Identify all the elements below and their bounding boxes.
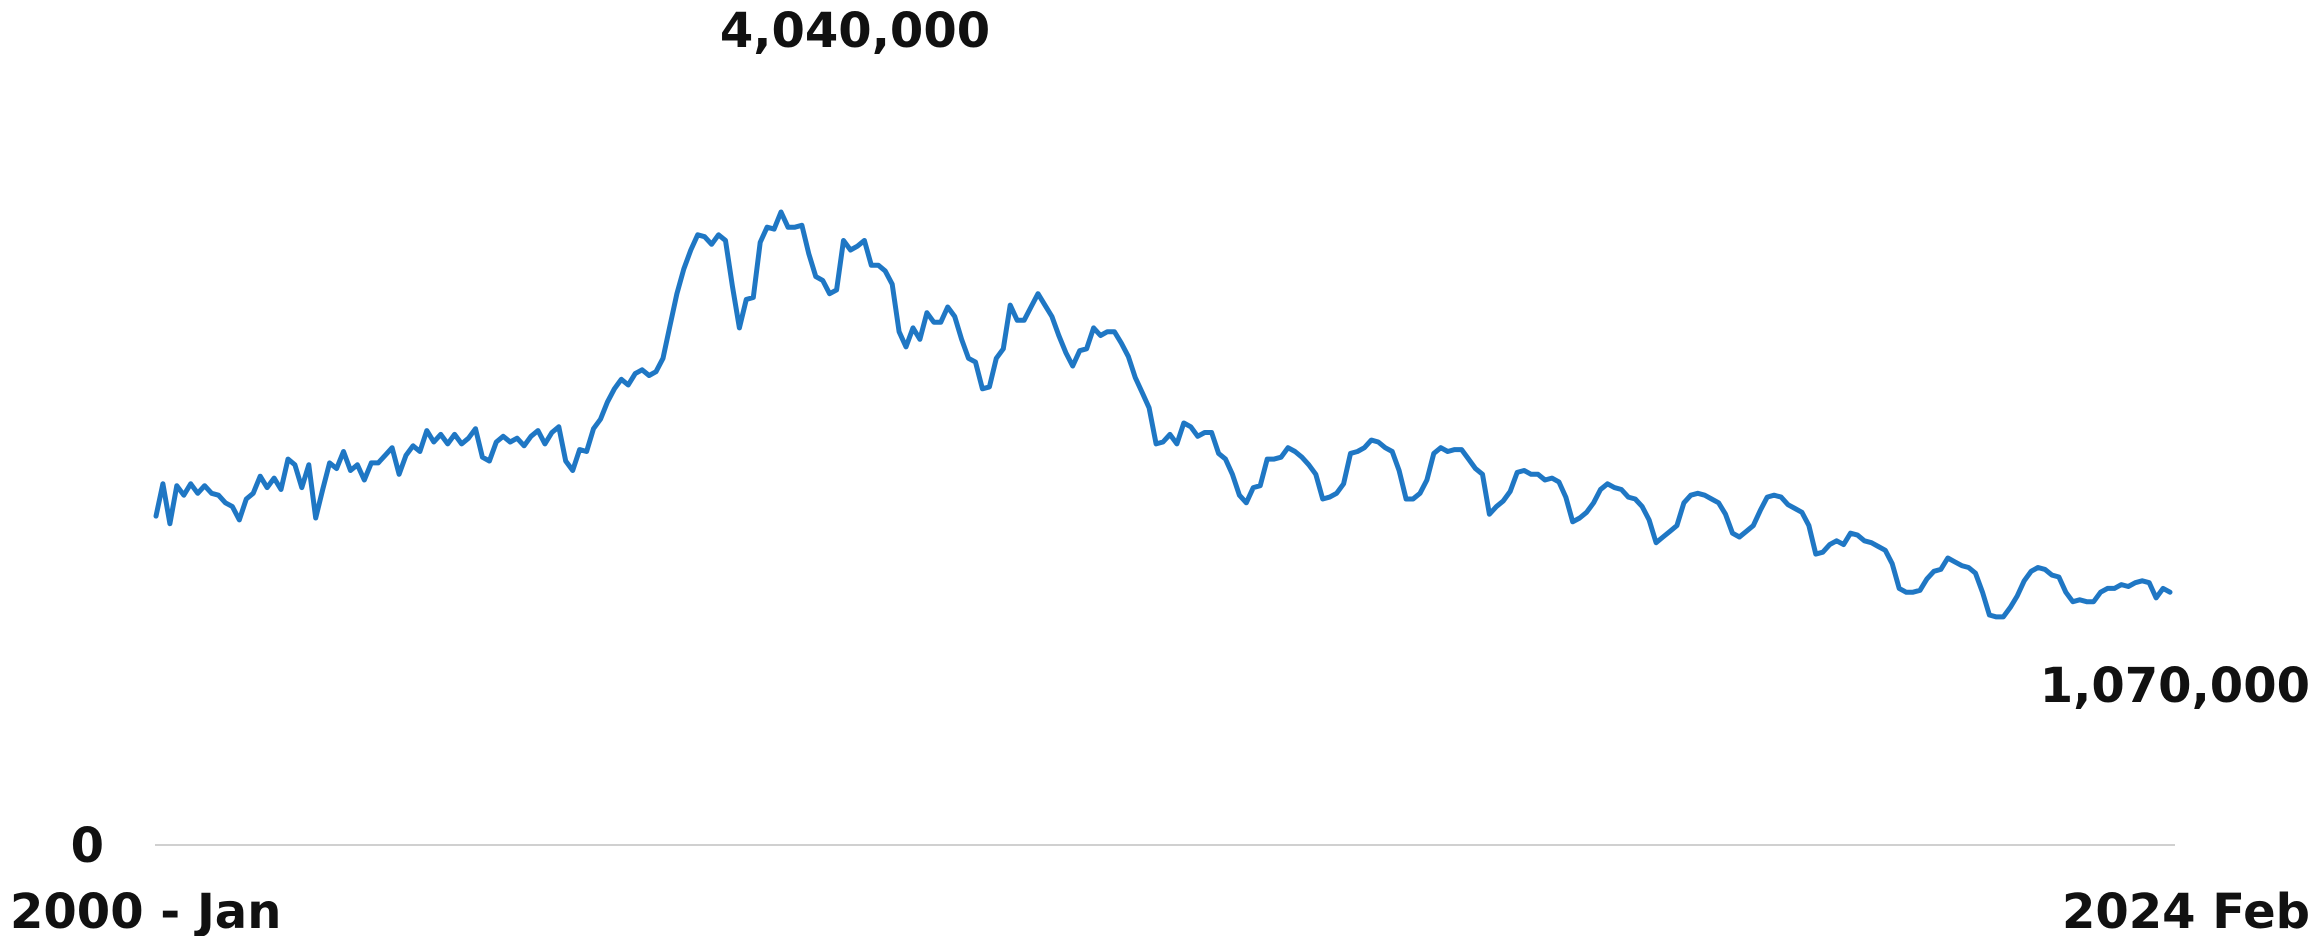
x-tick-label-start: 2000 - Jan xyxy=(10,884,281,936)
x-tick-label-end: 2024 Feb xyxy=(2062,884,2310,936)
series-line xyxy=(153,209,2173,620)
last-data-label: 1,070,000 xyxy=(2040,658,2310,714)
peak-data-label: 4,040,000 xyxy=(720,3,990,59)
y-tick-label-zero: 0 xyxy=(71,818,104,874)
